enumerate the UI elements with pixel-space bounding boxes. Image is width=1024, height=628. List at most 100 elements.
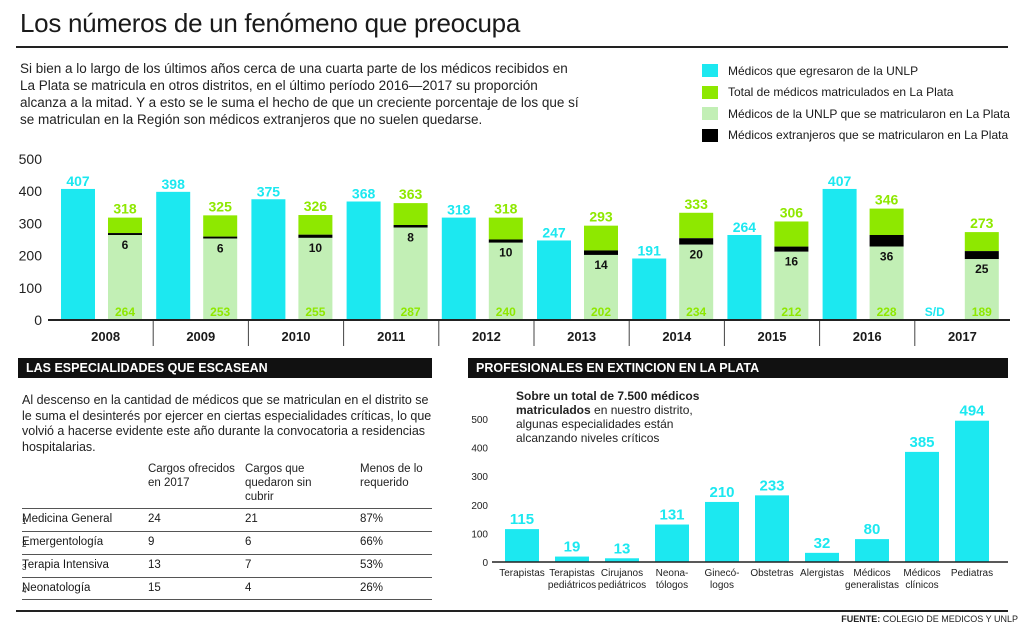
label-extranjeros: 10	[309, 241, 323, 255]
subtitle-rest: en nuestro distrito, algunas especialida…	[516, 403, 693, 445]
x-tick-label: Ginecó-	[704, 568, 739, 579]
bar-value-label: 494	[959, 403, 985, 420]
label-extranjeros: 6	[122, 238, 129, 252]
bar-unlp	[584, 254, 618, 320]
bar-unlp	[679, 244, 714, 320]
specialties-text: Al descenso en la cantidad de médicos qu…	[22, 393, 432, 454]
row-label: 2 Emergentología	[22, 536, 103, 549]
label-extranjeros: 25	[975, 262, 989, 276]
cell-ofrecidos: 9	[148, 536, 155, 548]
bar-extranjeros	[298, 234, 333, 238]
x-tick-label: pediátricos	[598, 580, 646, 591]
label-total: 293	[589, 209, 613, 225]
y-tick-label: 200	[471, 501, 488, 512]
x-tick-label: Cirujanos	[601, 568, 643, 579]
label-total: 273	[970, 215, 994, 231]
legend-item-total: Total de médicos matriculados en La Plat…	[702, 82, 1022, 104]
label-total: 333	[685, 196, 709, 212]
main-chart-legend: Médicos que egresaron de la UNLP Total d…	[702, 60, 1022, 146]
legend-item-extranjeros: Médicos extranjeros que se matricularon …	[702, 125, 1022, 147]
bar-egresados	[441, 217, 476, 320]
bar-extranjeros	[108, 233, 142, 235]
cell-sin-cubrir: 21	[245, 513, 258, 525]
legend-swatch	[702, 107, 718, 121]
legend-swatch	[702, 85, 718, 99]
y-tick-label: 100	[19, 280, 43, 296]
label-total: 326	[304, 198, 328, 214]
specialties-title: LAS ESPECIALIDADES QUE ESCASEAN	[18, 358, 432, 378]
bar-total	[108, 217, 142, 234]
bar-extranjeros	[203, 236, 238, 239]
professionals-subtitle: Sobre un total de 7.500 médicos matricul…	[516, 389, 736, 445]
row-number: 2	[22, 540, 27, 549]
main-bar-chart: 0100200300400500407318626420083983256253…	[19, 151, 1010, 346]
bar-unlp	[108, 234, 142, 320]
legend-label: Médicos que egresaron de la UNLP	[728, 63, 919, 78]
label-extranjeros: 8	[407, 231, 414, 245]
label-total: 363	[399, 186, 423, 202]
bar-value-label: 385	[909, 434, 934, 451]
row-name: Neonatología	[22, 582, 91, 594]
label-egresados: 247	[542, 224, 566, 240]
bar-specialty	[755, 495, 789, 562]
cell-sin-cubrir: 6	[245, 536, 252, 548]
bar-specialty	[855, 539, 889, 562]
bar-egresados	[346, 201, 381, 320]
x-tick-label: generalistas	[845, 580, 899, 591]
legend-label: Médicos extranjeros que se matricularon …	[728, 128, 1009, 143]
row-name: Terapia Intensiva	[22, 559, 109, 571]
x-tick-label: pediátricos	[548, 580, 596, 591]
bar-specialty	[605, 558, 639, 562]
y-tick-label: 500	[471, 415, 488, 426]
y-tick-label: 400	[19, 183, 43, 199]
label-extranjeros: 10	[499, 246, 513, 260]
legend-label: Total de médicos matriculados en La Plat…	[728, 85, 954, 100]
bar-extranjeros	[488, 239, 523, 243]
table-row: 1 Medicina General 24 21 87%	[22, 508, 432, 531]
label-total: 306	[780, 204, 804, 220]
table-row: 2 Emergentología 9 6 66%	[22, 531, 432, 554]
cell-menos: 53%	[360, 559, 384, 571]
bar-unlp	[774, 251, 809, 320]
bar-specialty	[955, 420, 989, 562]
header-ofrecidos: Cargos ofrecidos en 2017	[148, 463, 235, 489]
source-label: FUENTE:	[841, 614, 881, 624]
label-unlp: 287	[401, 305, 421, 319]
bar-egresados	[822, 188, 857, 320]
bar-specialty	[905, 451, 939, 562]
x-tick-label: 2013	[567, 329, 596, 344]
x-tick-label: Médicos	[853, 568, 890, 579]
y-tick-label: 200	[19, 248, 43, 264]
y-tick-label: 500	[19, 151, 43, 167]
cell-ofrecidos: 24	[148, 513, 161, 525]
bar-total	[964, 232, 999, 252]
x-tick-label: 2016	[853, 329, 882, 344]
x-tick-label: 2014	[662, 329, 692, 344]
label-extranjeros: 6	[217, 242, 224, 256]
bottom-divider	[16, 610, 1008, 612]
bar-egresados	[727, 234, 762, 320]
label-egresados: 191	[638, 242, 662, 258]
x-tick-label: 2012	[472, 329, 501, 344]
x-tick-label: logos	[710, 580, 734, 591]
bar-value-label: 233	[759, 477, 784, 494]
subtitle-bold: Sobre un total de 7.500 médicos matricul…	[516, 389, 700, 417]
y-tick-label: 0	[34, 312, 42, 328]
page-title: Los números de un fenómeno que preocupa	[20, 8, 520, 38]
label-egresados: 318	[447, 202, 471, 218]
label-total: 318	[113, 201, 137, 217]
bar-extranjeros	[584, 250, 618, 255]
cell-ofrecidos: 13	[148, 559, 161, 571]
row-label: 1 Medicina General	[22, 513, 112, 526]
cell-ofrecidos: 15	[148, 582, 161, 594]
x-tick-label: Médicos	[903, 568, 940, 579]
x-tick-label: 2011	[377, 329, 405, 344]
label-egresados: 368	[352, 186, 376, 202]
x-tick-label: 2009	[186, 329, 215, 344]
label-egresados: 264	[733, 219, 757, 235]
row-number: 4	[22, 586, 27, 595]
row-number: 3	[22, 563, 27, 572]
row-label: 3 Terapia Intensiva	[22, 559, 109, 572]
bar-total	[488, 217, 523, 240]
bar-value-label: 32	[814, 535, 831, 552]
